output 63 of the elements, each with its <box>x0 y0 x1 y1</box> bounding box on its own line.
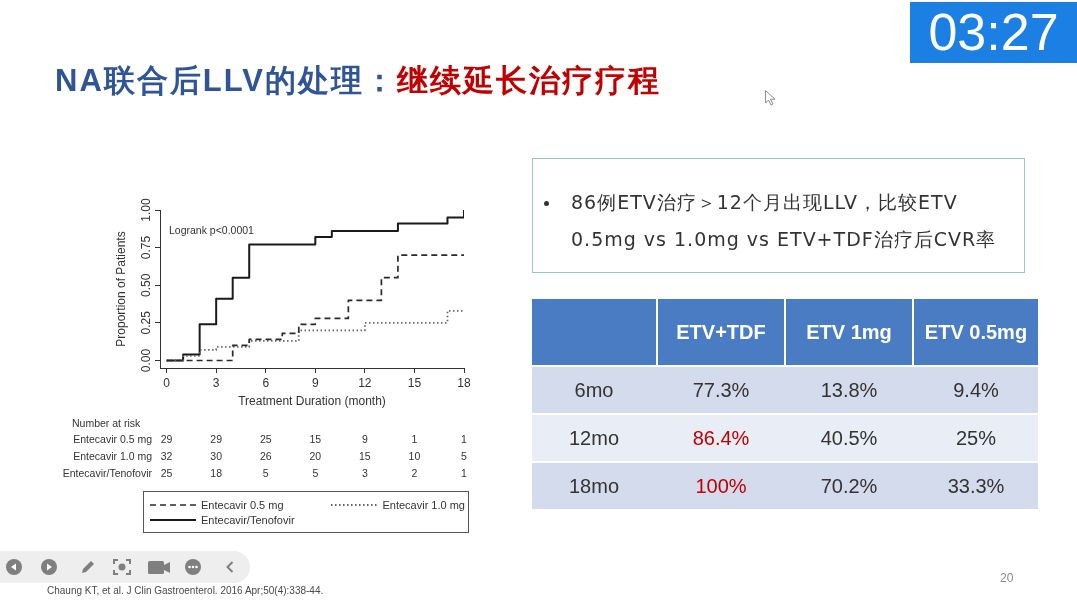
x-tick-label: 9 <box>311 375 319 390</box>
x-axis-title: Treatment Duration (month) <box>238 394 386 409</box>
data-label: 29 <box>209 433 223 446</box>
text: 86例ETV治疗＞12个月出现LLV，比较ETV 0.5mg vs 1.0mg vs ETV+TDF治疗后CVR率 <box>571 190 998 252</box>
data-label: 10 <box>407 450 422 463</box>
x-tick-label: 18 <box>457 375 471 390</box>
data-label: 30 <box>209 450 223 463</box>
data-label: 15 <box>358 450 372 463</box>
data-label: 5 <box>311 467 320 480</box>
text: 03:27 <box>910 2 1077 63</box>
data-label: 1 <box>460 433 468 446</box>
data-label: 25% <box>955 425 997 451</box>
category-label: ETV 0.5mg <box>914 299 1038 365</box>
data-label: 5 <box>460 450 468 463</box>
y-tick-label: 1.00 <box>139 198 154 222</box>
x-tick-label: 15 <box>407 375 422 390</box>
legend-label: Entecavir 1.0 mg <box>382 498 465 511</box>
category-label: Entecavir 0.5 mg <box>72 433 152 446</box>
y-tick-label: 0.00 <box>139 348 154 373</box>
category-label: Entecavir/Tenofovir <box>61 467 152 480</box>
data-label: 20 <box>308 450 323 463</box>
data-label: 33.3% <box>946 473 1006 499</box>
legend-label: 12mo <box>568 425 620 451</box>
data-label: 25 <box>258 433 273 446</box>
data-label: 15 <box>308 433 323 446</box>
data-label: 1 <box>410 433 419 446</box>
legend-label: 18mo <box>568 473 620 499</box>
data-label: 86.4% <box>691 425 751 451</box>
data-label: 9 <box>360 433 369 446</box>
data-label: 77.3% <box>691 377 751 403</box>
data-label: 1 <box>460 467 468 480</box>
data-label: 70.2% <box>819 473 879 499</box>
data-label: 32 <box>159 450 174 463</box>
legend-label: Entecavir 0.5 mg <box>201 498 284 511</box>
y-tick-label: 0.75 <box>139 235 154 260</box>
data-label: 40.5% <box>819 425 879 451</box>
data-label: 2 <box>410 467 419 480</box>
category-label: ETV 1mg <box>786 299 912 365</box>
x-tick-label: 12 <box>358 375 372 390</box>
category-label: ETV+TDF <box>658 299 784 365</box>
text: 继续延长治疗疗程 <box>397 63 662 98</box>
x-tick-label: 3 <box>212 375 220 390</box>
x-tick-label: 6 <box>262 375 270 390</box>
data-label: 29 <box>159 433 174 446</box>
y-tick-label: 0.50 <box>139 273 154 297</box>
category-label: Entecavir 1.0 mg <box>72 450 152 463</box>
data-label: 13.8% <box>819 377 879 403</box>
x-tick-label: 0 <box>163 375 171 390</box>
data-label: 100% <box>694 473 748 499</box>
data-label: 25 <box>159 467 174 480</box>
annotation: Logrank p<0.0001 <box>169 223 255 236</box>
data-label: 3 <box>360 467 369 480</box>
legend-label: Entecavir/Tenofovir <box>201 513 295 526</box>
data-label: 5 <box>261 467 270 480</box>
y-axis-title: Proportion of Patients <box>113 231 128 347</box>
text: Chaung KT, et al. J Clin Gastroenterol. 2016 Apr;50(4):338-44. <box>47 585 324 596</box>
series-label: 6mo <box>573 377 615 403</box>
text: 20 <box>1000 571 1014 585</box>
data-label: 9.4% <box>952 377 1000 403</box>
text: Number at risk <box>72 417 141 430</box>
y-tick-label: 0.25 <box>139 310 154 335</box>
data-label: 26 <box>258 450 273 463</box>
data-label: 18 <box>209 467 223 480</box>
